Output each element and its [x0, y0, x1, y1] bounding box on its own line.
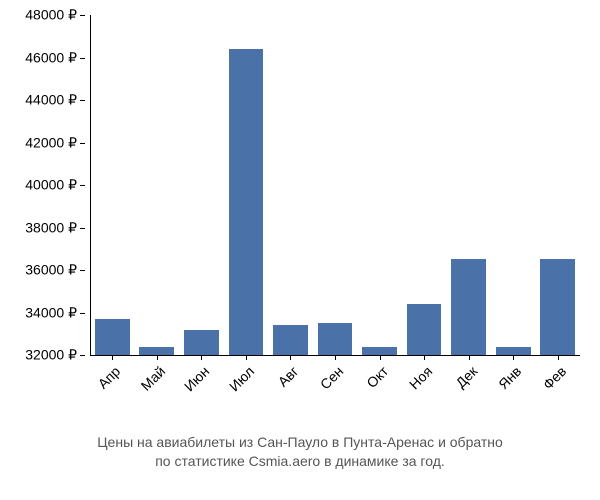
y-tick-label: 36000 ₽ — [25, 262, 77, 279]
y-tick-mark — [80, 100, 85, 101]
y-tick-label: 44000 ₽ — [25, 92, 77, 109]
x-tick-mark — [558, 355, 559, 360]
x-tick-label: Фев — [529, 363, 569, 403]
x-tick-mark — [112, 355, 113, 360]
bar — [95, 319, 130, 355]
y-axis: 32000 ₽34000 ₽36000 ₽38000 ₽40000 ₽42000… — [10, 15, 85, 355]
x-tick-mark — [201, 355, 202, 360]
x-tick-label: Ноя — [396, 363, 436, 403]
bar — [362, 347, 397, 356]
y-tick-mark — [80, 58, 85, 59]
x-tick-label: Дек — [440, 363, 480, 403]
y-tick-mark — [80, 313, 85, 314]
chart-caption: Цены на авиабилеты из Сан-Пауло в Пунта-… — [0, 433, 600, 472]
y-tick-label: 32000 ₽ — [25, 347, 77, 364]
x-tick-mark — [290, 355, 291, 360]
x-tick-label: Авг — [262, 363, 302, 403]
caption-line-2: по статистике Csmia.aero в динамике за г… — [155, 453, 445, 469]
y-tick-mark — [80, 143, 85, 144]
bar — [273, 325, 308, 355]
bar — [540, 259, 575, 355]
x-tick-mark — [157, 355, 158, 360]
y-tick-label: 34000 ₽ — [25, 304, 77, 321]
bar — [139, 347, 174, 356]
y-tick-mark — [80, 270, 85, 271]
x-tick-label: Июл — [218, 363, 258, 403]
x-tick-label: Окт — [351, 363, 391, 403]
y-tick-label: 48000 ₽ — [25, 7, 77, 24]
x-tick-mark — [513, 355, 514, 360]
x-tick-label: Май — [129, 363, 169, 403]
x-axis: АпрМайИюнИюлАвгСенОктНояДекЯнвФев — [90, 355, 580, 410]
bar — [229, 49, 264, 355]
bar — [451, 259, 486, 355]
x-tick-mark — [246, 355, 247, 360]
caption-line-1: Цены на авиабилеты из Сан-Пауло в Пунта-… — [97, 434, 503, 450]
bar — [318, 323, 353, 355]
y-tick-mark — [80, 355, 85, 356]
y-tick-mark — [80, 228, 85, 229]
bar — [496, 347, 531, 356]
y-tick-label: 42000 ₽ — [25, 134, 77, 151]
x-tick-label: Сен — [307, 363, 347, 403]
y-tick-mark — [80, 185, 85, 186]
x-tick-mark — [469, 355, 470, 360]
y-tick-label: 46000 ₽ — [25, 49, 77, 66]
x-tick-label: Янв — [485, 363, 525, 403]
y-tick-label: 40000 ₽ — [25, 177, 77, 194]
x-tick-label: Июн — [173, 363, 213, 403]
x-tick-mark — [380, 355, 381, 360]
y-tick-mark — [80, 15, 85, 16]
x-tick-mark — [424, 355, 425, 360]
x-tick-mark — [335, 355, 336, 360]
bar — [184, 330, 219, 356]
bar — [407, 304, 442, 355]
chart-container: 32000 ₽ 34000 ₽ 36000 ₽ 38000 ₽ 40000 ₽ 42000… — [10, 10, 590, 410]
plot-area — [90, 15, 580, 355]
x-tick-label: Апр — [84, 363, 124, 403]
y-tick-label: 38000 ₽ — [25, 219, 77, 236]
